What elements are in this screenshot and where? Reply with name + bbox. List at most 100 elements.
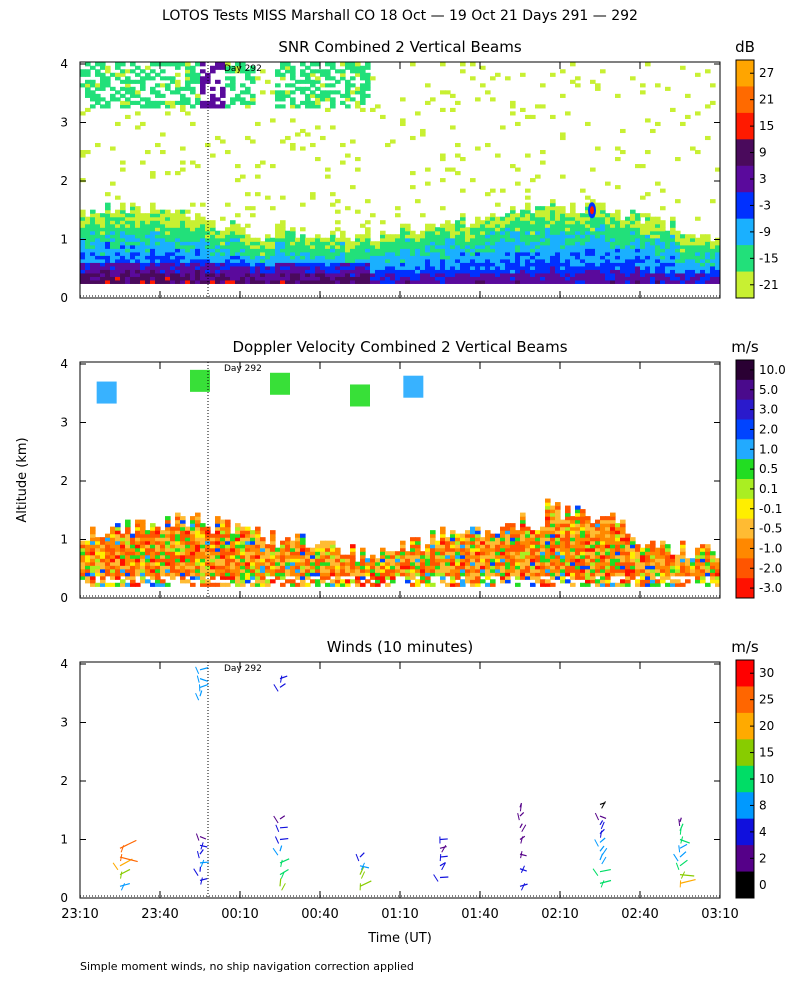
velocity-cell — [360, 558, 366, 563]
snr-cell — [440, 265, 446, 270]
velocity-cell — [640, 561, 646, 566]
velocity-cell — [575, 519, 581, 524]
snr-cell — [300, 90, 306, 95]
snr-cell — [410, 276, 416, 281]
velocity-cell — [250, 572, 256, 577]
snr-cell — [115, 220, 121, 225]
snr-cell — [360, 276, 366, 281]
snr-cell — [665, 269, 671, 274]
snr-cell — [695, 216, 701, 221]
snr-cell — [505, 276, 511, 281]
snr-cell — [505, 237, 511, 242]
velocity-cell — [120, 554, 126, 559]
snr-cell — [500, 188, 506, 193]
velocity-cell — [555, 565, 561, 570]
velocity-cell — [610, 558, 616, 563]
velocity-cell — [380, 547, 386, 552]
snr-cell — [555, 220, 561, 225]
velocity-cell — [285, 558, 291, 563]
snr-cell — [440, 237, 446, 242]
snr-cell — [585, 244, 591, 249]
snr-cell — [185, 216, 191, 221]
velocity-cell — [260, 551, 266, 556]
velocity-cell — [540, 561, 546, 566]
snr-cell — [505, 255, 511, 260]
snr-cell — [670, 237, 676, 242]
velocity-cell — [165, 523, 171, 528]
snr-cell — [495, 276, 501, 281]
velocity-cell — [190, 558, 196, 563]
snr-cell — [90, 241, 96, 246]
snr-cell — [230, 248, 236, 253]
velocity-cell — [325, 547, 331, 552]
snr-cell — [130, 62, 136, 67]
velocity-cell — [705, 565, 711, 570]
snr-cell — [190, 202, 196, 207]
snr-cell — [610, 255, 616, 260]
snr-cell — [670, 248, 676, 253]
snr-cell — [280, 241, 286, 246]
snr-cell — [150, 279, 156, 284]
velocity-cell — [105, 537, 111, 542]
snr-cell — [685, 276, 691, 281]
snr-cell — [345, 279, 351, 284]
snr-cell — [575, 258, 581, 263]
velocity-cell — [410, 547, 416, 552]
velocity-cell — [320, 568, 326, 573]
velocity-cell — [250, 544, 256, 549]
velocity-cell — [640, 582, 646, 587]
snr-cell — [250, 269, 256, 274]
snr-cell — [235, 230, 241, 235]
snr-cell — [360, 65, 366, 70]
velocity-cell — [110, 558, 116, 563]
velocity-cell — [160, 551, 166, 556]
velocity-cell — [210, 540, 216, 545]
velocity-cell — [210, 565, 216, 570]
snr-cell — [365, 93, 371, 98]
snr-cell — [395, 262, 401, 267]
velocity-cell — [265, 565, 271, 570]
snr-cell — [505, 248, 511, 253]
velocity-cell — [705, 561, 711, 566]
snr-cell — [160, 276, 166, 281]
velocity-cell — [535, 554, 541, 559]
velocity-cell — [675, 582, 681, 587]
snr-cell — [625, 220, 631, 225]
snr-cell — [280, 139, 286, 144]
velocity-cell — [490, 544, 496, 549]
velocity-cell — [430, 547, 436, 552]
snr-cell — [85, 279, 91, 284]
snr-cell — [450, 251, 456, 256]
snr-cell — [580, 262, 586, 267]
snr-cell — [285, 83, 291, 88]
snr-cell — [560, 135, 566, 141]
snr-cell — [95, 97, 101, 102]
velocity-cell — [550, 537, 556, 542]
snr-cell — [660, 227, 666, 232]
velocity-cell — [630, 575, 636, 580]
velocity-cell — [100, 575, 106, 580]
velocity-cell — [220, 565, 226, 570]
snr-cell — [595, 241, 601, 246]
velocity-cell — [300, 572, 306, 577]
snr-cell — [685, 251, 691, 256]
snr-cell — [90, 227, 96, 232]
snr-cell — [185, 223, 191, 228]
velocity-cell — [265, 568, 271, 573]
wind-vector — [520, 836, 524, 844]
velocity-cell — [560, 537, 566, 542]
snr-cell — [540, 269, 546, 274]
snr-cell — [235, 213, 241, 218]
snr-cell — [275, 104, 281, 109]
velocity-cell — [530, 544, 536, 549]
velocity-cell — [255, 551, 261, 556]
velocity-cell — [470, 582, 476, 587]
snr-cell — [700, 279, 706, 284]
velocity-cell — [500, 526, 506, 531]
velocity-cell — [125, 547, 131, 552]
snr-cell — [400, 237, 406, 242]
snr-cell — [545, 262, 551, 267]
velocity-cell — [545, 568, 551, 573]
velocity-cell — [510, 551, 516, 556]
